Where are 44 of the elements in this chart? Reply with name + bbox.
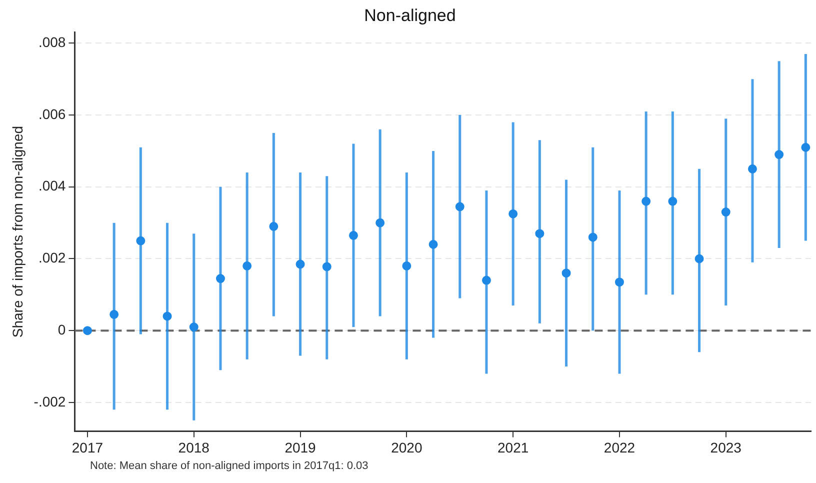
point (82, 326, 92, 336)
x-tick-label: 2023 (710, 439, 742, 456)
chart-title: Non-aligned (364, 6, 456, 25)
y-axis-title: Share of imports from non-aligned (9, 126, 26, 338)
y-tick-label: .006 (38, 106, 66, 122)
y-tick-label: .008 (38, 34, 66, 50)
y-tick-label: .002 (38, 250, 66, 266)
point (348, 230, 358, 240)
point (668, 196, 678, 206)
point (428, 240, 438, 249)
point (614, 278, 624, 287)
point (216, 274, 225, 284)
point (296, 260, 305, 269)
point (721, 208, 730, 217)
text: Note: Mean share of non-aligned imports in 2017q1: 0.03 (90, 460, 368, 472)
point (455, 202, 464, 212)
point (242, 261, 252, 270)
point (482, 276, 491, 285)
point (136, 236, 146, 246)
point (588, 232, 598, 242)
x-tick-label: 2017 (72, 439, 104, 456)
y-tick-label: -.002 (34, 393, 66, 410)
y-tick-label: 0 (58, 321, 66, 338)
point (801, 142, 810, 152)
y-tick-label: .004 (38, 178, 66, 194)
x-tick-label: 2020 (391, 439, 422, 456)
x-tick-label: 2021 (498, 439, 529, 456)
point (562, 268, 571, 278)
point (642, 196, 651, 206)
x-tick-label: 2022 (604, 439, 636, 456)
point (322, 262, 332, 272)
point (748, 164, 757, 174)
x-tick-label: 2019 (284, 439, 316, 456)
point (402, 261, 412, 270)
point (508, 209, 518, 218)
point (774, 150, 784, 160)
point (269, 222, 278, 231)
point (189, 322, 198, 332)
point (162, 312, 172, 321)
point (694, 254, 704, 264)
point (535, 229, 544, 238)
point (110, 310, 119, 319)
point (376, 218, 385, 228)
x-tick-label: 2018 (178, 439, 210, 456)
